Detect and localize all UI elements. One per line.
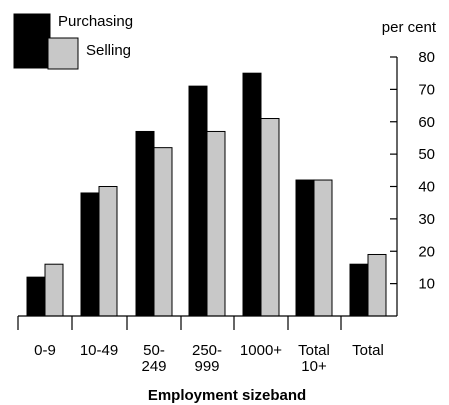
x-tick-label-1: 10-49: [80, 342, 118, 359]
bars-group: [26, 72, 387, 317]
bar-selling-6: [367, 253, 387, 317]
bar-selling-1: [98, 186, 118, 317]
x-tick-label-3: 250-999: [192, 342, 222, 375]
legend-swatch-purchasing: [13, 13, 51, 69]
x-tick-label-line: 1000+: [240, 342, 282, 359]
bar-selling-3: [206, 130, 226, 317]
bar-selling-2: [153, 147, 173, 317]
legend-label-selling: Selling: [86, 42, 131, 59]
x-tick-label-6: Total: [352, 342, 384, 359]
y-tick-label-50: 50: [418, 146, 435, 163]
x-tick-label-line: 10-49: [80, 342, 118, 359]
bar-purchasing-4: [242, 72, 262, 317]
x-tick-label-4: 1000+: [240, 342, 282, 359]
x-tick-label-2: 50-249: [141, 342, 166, 375]
x-tick-label-line: 249: [141, 358, 166, 375]
x-tick-label-5: Total 10+: [298, 342, 330, 375]
y-tick-label-60: 60: [418, 114, 435, 131]
bar-purchasing-3: [188, 85, 208, 317]
x-tick-label-line: 50-: [143, 342, 165, 359]
x-tick-label-line: 999: [194, 358, 219, 375]
x-axis-title: Employment sizeband: [148, 387, 306, 404]
x-tick-label-line: Total: [352, 342, 384, 359]
bar-purchasing-1: [80, 192, 100, 317]
y-tick-label-20: 20: [418, 243, 435, 260]
y-tick-label-70: 70: [418, 81, 435, 98]
x-tick-label-line: 0-9: [34, 342, 56, 359]
bar-purchasing-5: [295, 179, 315, 317]
bar-selling-0: [44, 263, 64, 317]
y-tick-label-10: 10: [418, 276, 435, 293]
y-axis-label: per cent: [382, 19, 437, 36]
bar-purchasing-2: [135, 130, 155, 317]
legend: Purchasing Selling: [13, 13, 133, 70]
x-tick-label-line: Total: [298, 342, 330, 359]
x-tick-label-line: 10+: [301, 358, 327, 375]
y-axis: 10 20 30 40 50 60 70 80: [390, 49, 435, 316]
bar-purchasing-6: [349, 263, 369, 317]
x-tick-label-0: 0-9: [34, 342, 56, 359]
legend-swatch-selling: [47, 37, 79, 70]
legend-label-purchasing: Purchasing: [58, 13, 133, 30]
bar-purchasing-0: [26, 276, 46, 317]
bar-selling-5: [313, 179, 333, 317]
y-tick-label-80: 80: [418, 49, 435, 66]
x-tick-label-line: 250-: [192, 342, 222, 359]
bar-selling-4: [260, 118, 280, 317]
y-tick-label-40: 40: [418, 179, 435, 196]
y-tick-label-30: 30: [418, 211, 435, 228]
